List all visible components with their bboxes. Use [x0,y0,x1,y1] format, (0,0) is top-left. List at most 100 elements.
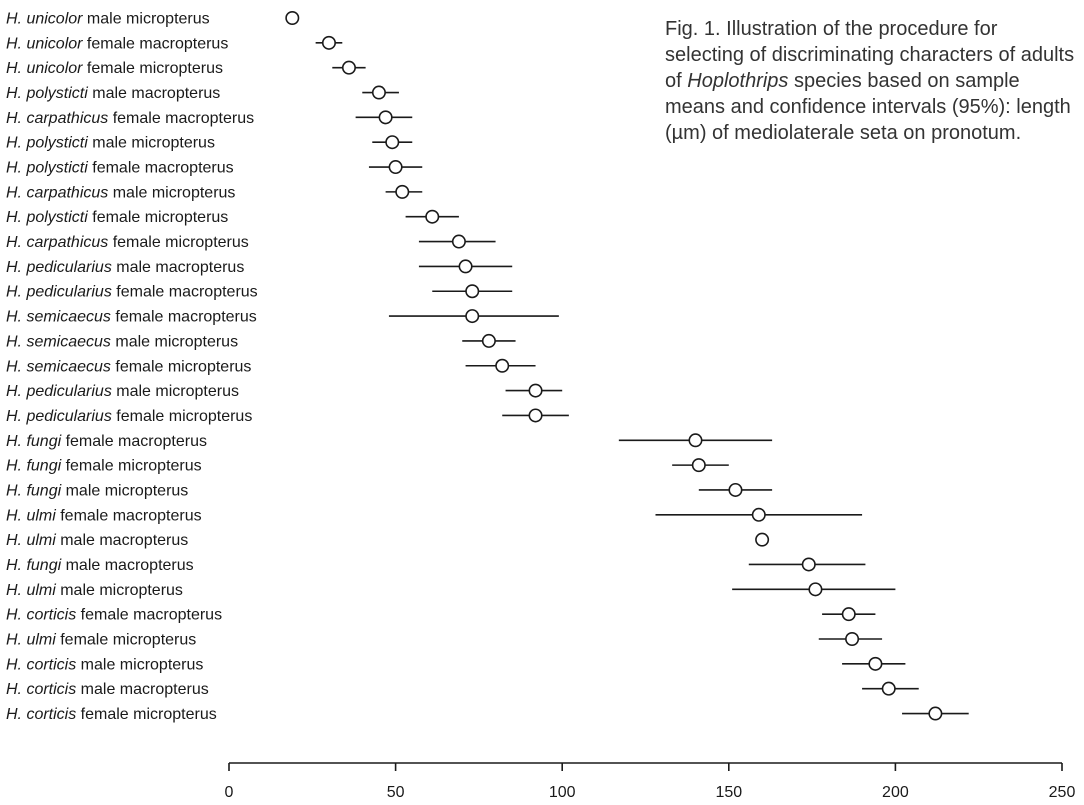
species-name: H. pedicularius [6,284,112,301]
row-description: female micropterus [76,706,217,723]
row-description: female macropterus [76,607,222,624]
mean-marker [841,607,856,622]
data-row: H. unicolor female micropterus [6,60,366,77]
mean-marker [528,408,543,423]
data-row: H. ulmi female micropterus [6,631,883,649]
row-description: male micropterus [88,135,215,152]
species-name: H. semicaecus [6,333,111,350]
mean-marker [528,383,543,398]
data-row: H. carpathicus female macropterus [6,110,413,127]
row-description: female micropterus [111,358,252,375]
row-description: female macropterus [112,284,258,301]
mean-marker [458,259,473,274]
mean-marker [451,234,466,249]
species-name: H. unicolor [6,11,83,28]
x-tick-label: 250 [1049,784,1076,801]
row-description: female macropterus [61,433,207,450]
species-name: H. corticis [6,706,76,723]
mean-marker [728,482,743,497]
mean-marker [465,309,480,324]
data-row: H. carpathicus male micropterus [6,184,423,201]
species-name: H. pedicularius [6,408,112,425]
row-description: female micropterus [88,209,229,226]
data-row: H. ulmi female macropterus [6,507,863,524]
mean-marker [378,110,393,125]
species-name: H. polysticti [6,85,88,102]
mean-marker [845,631,860,646]
row-label: H. corticis male micropterus [6,656,203,673]
row-label: H. unicolor male micropterus [6,11,210,28]
data-row: H. fungi female macropterus [6,433,773,450]
row-label: H. ulmi male macropterus [6,532,188,549]
mean-marker [495,358,510,373]
species-name: H. unicolor [6,35,83,52]
mean-marker [688,433,703,448]
row-label: H. fungi male macropterus [6,557,194,574]
species-name: H. carpathicus [6,184,108,201]
row-label: H. polysticti male micropterus [6,135,215,152]
row-description: female macropterus [111,309,257,326]
species-name: H. carpathicus [6,110,108,127]
row-description: female macropterus [108,110,254,127]
row-description: male micropterus [56,582,183,599]
row-label: H. carpathicus female micropterus [6,234,249,251]
species-name: H. polysticti [6,160,88,177]
species-name: H. fungi [6,482,62,499]
row-label: H. ulmi female macropterus [6,507,202,524]
mean-marker [881,681,896,696]
row-label: H. polysticti female macropterus [6,160,234,177]
species-name: H. corticis [6,607,76,624]
mean-marker [801,557,816,572]
x-tick-label: 50 [387,784,405,801]
mean-marker [465,284,480,299]
x-axis: 0 50 100 150 200 250 [225,762,1076,801]
row-label: H. carpathicus female macropterus [6,110,254,127]
row-label: H. ulmi male micropterus [6,582,183,599]
mean-marker [868,656,883,671]
data-row: H. unicolor female macropterus [6,35,343,52]
mean-marker [321,35,336,50]
row-label: H. unicolor female macropterus [6,35,228,52]
species-name: H. ulmi [6,582,56,599]
row-description: male micropterus [112,383,239,400]
data-row: H. semicaecus female micropterus [6,358,536,375]
data-row: H. pedicularius female macropterus [6,284,513,301]
data-row: H. corticis female micropterus [6,706,969,723]
species-name: H. polysticti [6,209,88,226]
row-description: male micropterus [76,656,203,673]
row-label: H. pedicularius female micropterus [6,408,252,425]
data-row: H. polysticti male micropterus [6,135,413,152]
row-description: male micropterus [61,482,188,499]
row-label: H. carpathicus male micropterus [6,184,235,201]
mean-marker [371,85,386,100]
row-description: male macropterus [61,557,194,574]
caption-genus: Hoplothrips [687,70,789,92]
mean-marker [808,582,823,597]
data-row: H. semicaecus male micropterus [6,333,516,350]
data-row: H. corticis male macropterus [6,681,919,698]
row-description: female macropterus [82,35,228,52]
species-name: H. semicaecus [6,309,111,326]
data-row: H. corticis female macropterus [6,607,876,624]
row-description: male macropterus [56,532,189,549]
row-description: male micropterus [111,333,238,350]
row-label: H. ulmi female micropterus [6,632,196,649]
row-label: H. unicolor female micropterus [6,60,223,77]
mean-marker [285,11,300,25]
data-row: H. polysticti male macropterus [6,85,399,102]
row-description: female micropterus [61,458,202,475]
species-name: H. polysticti [6,135,88,152]
data-row: H. semicaecus female macropterus [6,309,559,326]
row-label: H. semicaecus female micropterus [6,358,251,375]
x-tick-label: 100 [549,784,576,801]
row-description: male micropterus [108,184,235,201]
row-description: male micropterus [82,11,209,28]
species-name: H. fungi [6,433,62,450]
row-label: H. corticis female micropterus [6,706,217,723]
row-description: female micropterus [108,234,249,251]
data-row: H. unicolor male micropterus [6,11,300,28]
row-description: male macropterus [112,259,245,276]
data-row: H. carpathicus female micropterus [6,234,496,251]
row-description: female micropterus [112,408,253,425]
mean-marker [388,160,403,175]
